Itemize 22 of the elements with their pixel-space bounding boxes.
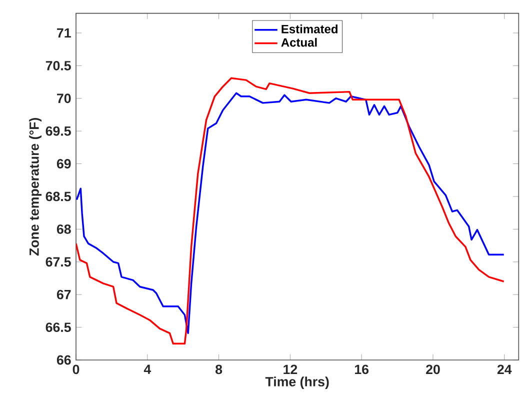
y-tick-label: 67 bbox=[56, 290, 71, 300]
y-tick-label: 68 bbox=[56, 224, 71, 234]
x-tick-label: 20 bbox=[426, 364, 440, 374]
y-tick-label: 66 bbox=[56, 355, 71, 365]
y-tick-label: 70.5 bbox=[46, 60, 71, 70]
legend-label: Actual bbox=[281, 38, 317, 47]
x-tick-label: 4 bbox=[144, 364, 152, 374]
x-tick-label: 8 bbox=[216, 364, 222, 374]
x-tick-label: 24 bbox=[497, 364, 512, 374]
y-tick-label: 67.5 bbox=[46, 257, 71, 267]
y-tick-label: 68.5 bbox=[46, 192, 71, 202]
y-tick-label: 70 bbox=[57, 94, 71, 104]
y-tick-label: 69.5 bbox=[46, 126, 71, 136]
x-tick-label: 0 bbox=[72, 364, 80, 374]
x-tick-label: 12 bbox=[284, 364, 298, 374]
y-tick-label: 66.5 bbox=[46, 322, 71, 332]
y-tick-label: 69 bbox=[56, 159, 71, 168]
y-axis-title: Zone temperature (°F) bbox=[29, 118, 42, 256]
y-tick-label: 71 bbox=[57, 28, 71, 38]
x-tick-label: 16 bbox=[355, 364, 369, 374]
x-axis-title: Time (hrs) bbox=[265, 376, 329, 390]
legend-label: Estimated bbox=[282, 24, 338, 34]
